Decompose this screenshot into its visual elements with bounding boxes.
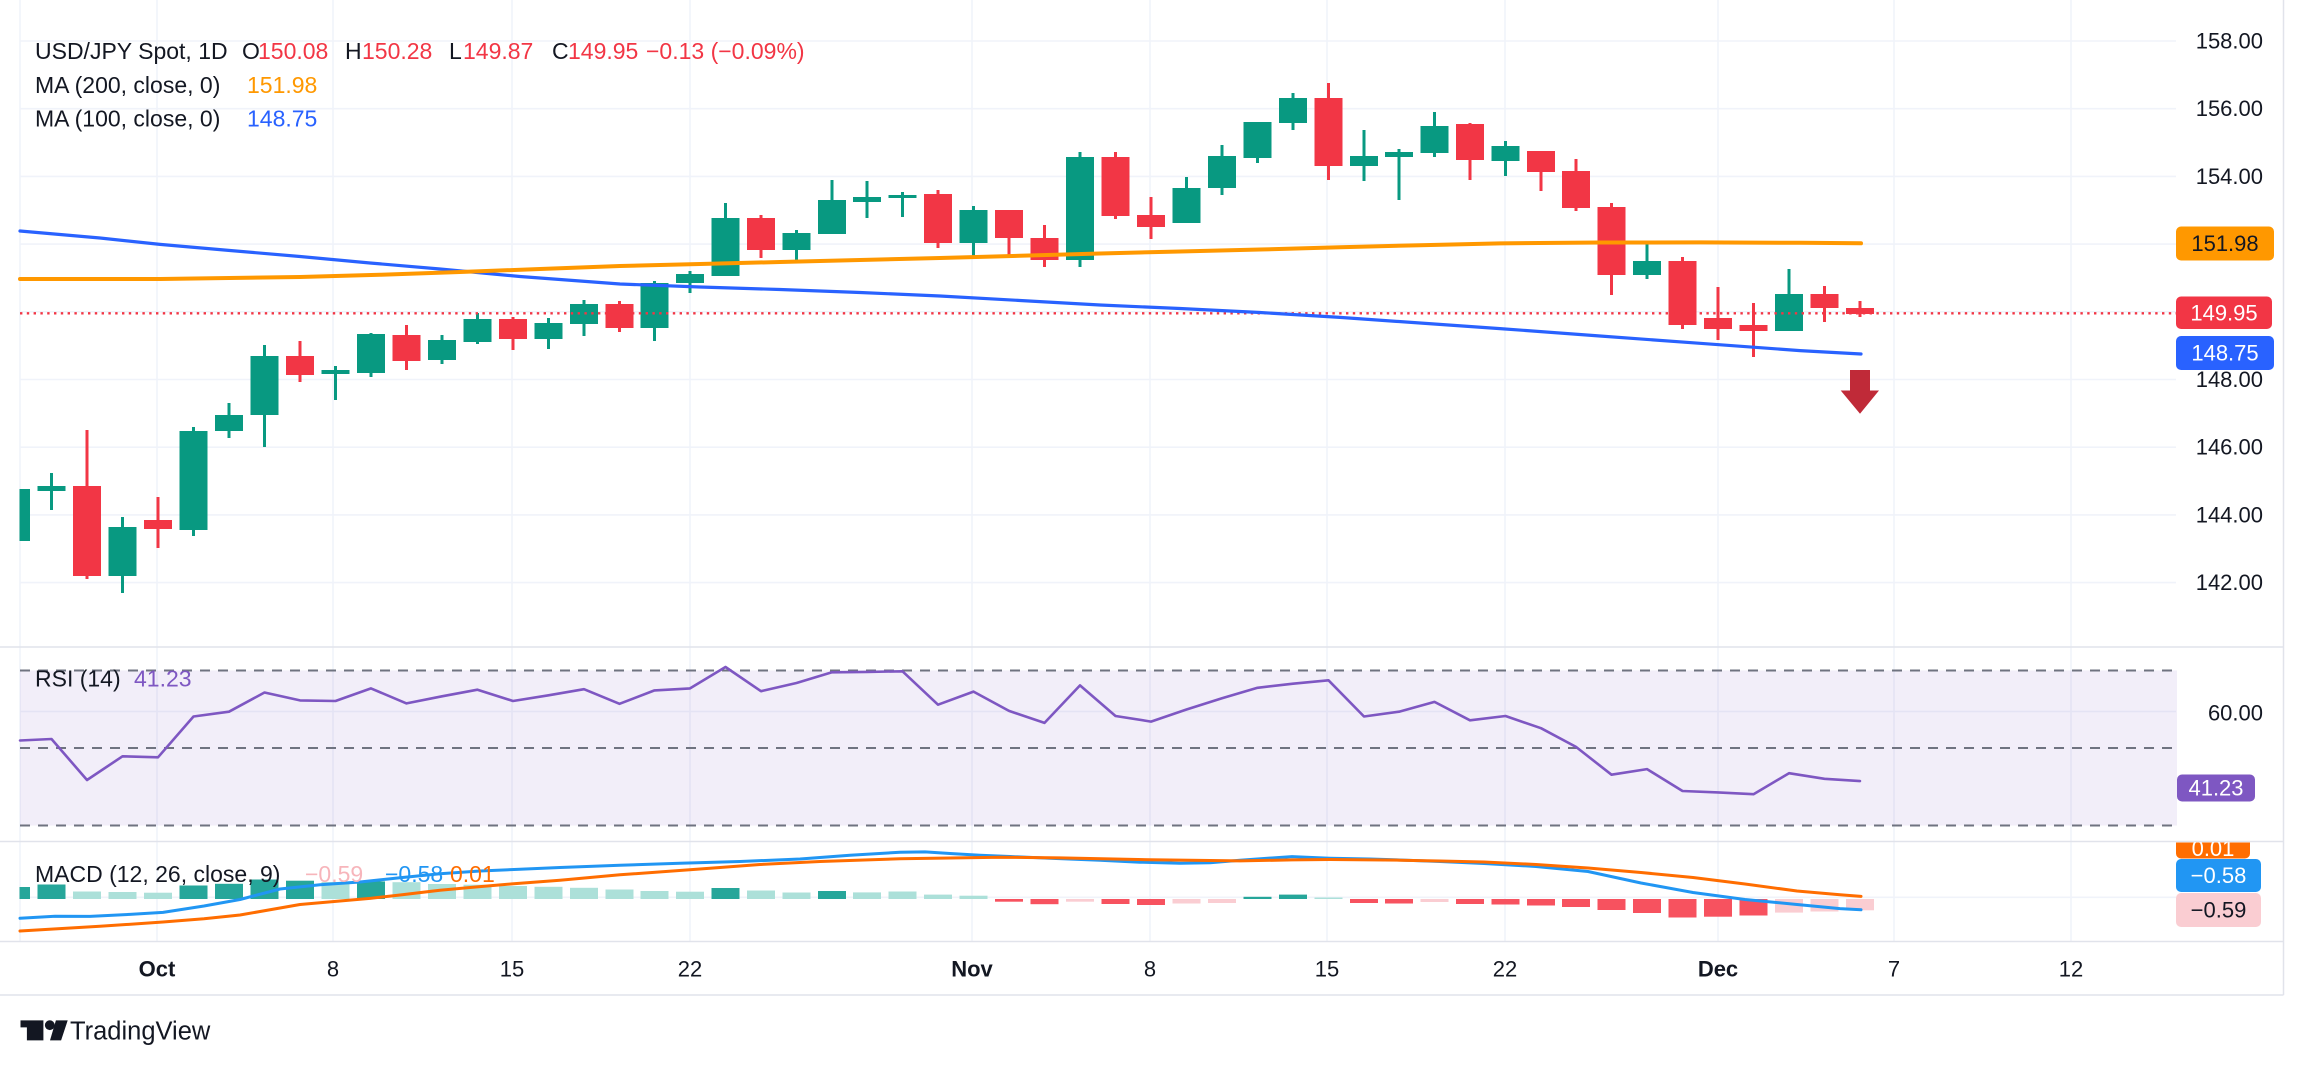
svg-text:MA (100, close, 0): MA (100, close, 0) (35, 106, 220, 132)
svg-text:−0.58: −0.58 (385, 861, 443, 887)
svg-text:8: 8 (1144, 957, 1156, 982)
svg-text:151.98: 151.98 (2191, 231, 2258, 256)
svg-text:−0.13 (−0.09%): −0.13 (−0.09%) (646, 38, 805, 64)
svg-text:156.00: 156.00 (2196, 96, 2263, 121)
svg-text:144.00: 144.00 (2196, 502, 2263, 527)
svg-text:149.95: 149.95 (2190, 300, 2257, 325)
svg-text:H: H (345, 38, 362, 64)
svg-text:148.75: 148.75 (2191, 341, 2258, 366)
svg-text:Dec: Dec (1698, 957, 1738, 982)
svg-text:149.95: 149.95 (568, 38, 638, 64)
svg-text:41.23: 41.23 (2188, 776, 2243, 801)
svg-text:MA (200, close, 0): MA (200, close, 0) (35, 72, 220, 98)
svg-text:41.23: 41.23 (134, 666, 192, 692)
svg-text:151.98: 151.98 (247, 72, 317, 98)
svg-text:149.87: 149.87 (463, 38, 533, 64)
svg-text:146.00: 146.00 (2196, 435, 2263, 460)
svg-text:15: 15 (1315, 957, 1339, 982)
svg-text:−0.58: −0.58 (2191, 863, 2247, 888)
svg-text:22: 22 (1493, 957, 1517, 982)
svg-text:L: L (449, 38, 462, 64)
svg-text:0.01: 0.01 (450, 861, 495, 887)
svg-text:8: 8 (327, 957, 339, 982)
svg-text:0.01: 0.01 (2192, 836, 2235, 861)
svg-text:−0.59: −0.59 (2191, 898, 2247, 923)
svg-text:Nov: Nov (951, 957, 993, 982)
svg-text:15: 15 (500, 957, 524, 982)
svg-text:148.00: 148.00 (2196, 367, 2263, 392)
svg-text:C: C (552, 38, 569, 64)
svg-text:RSI (14): RSI (14) (35, 666, 121, 692)
svg-text:7: 7 (1888, 957, 1900, 982)
svg-text:148.75: 148.75 (247, 106, 317, 132)
svg-text:USD/JPY Spot, 1D: USD/JPY Spot, 1D (35, 38, 228, 64)
svg-text:Oct: Oct (139, 957, 176, 982)
svg-text:142.00: 142.00 (2196, 570, 2263, 595)
svg-text:154.00: 154.00 (2196, 164, 2263, 189)
svg-text:150.08: 150.08 (258, 38, 328, 64)
svg-text:O: O (242, 38, 260, 64)
svg-text:60.00: 60.00 (2208, 701, 2263, 726)
svg-text:TradingView: TradingView (70, 1018, 211, 1046)
svg-text:MACD (12, 26, close, 9): MACD (12, 26, close, 9) (35, 861, 280, 887)
svg-text:22: 22 (678, 957, 702, 982)
svg-text:150.28: 150.28 (362, 38, 432, 64)
svg-text:158.00: 158.00 (2196, 29, 2263, 54)
svg-text:12: 12 (2059, 957, 2083, 982)
svg-text:−0.59: −0.59 (305, 861, 363, 887)
